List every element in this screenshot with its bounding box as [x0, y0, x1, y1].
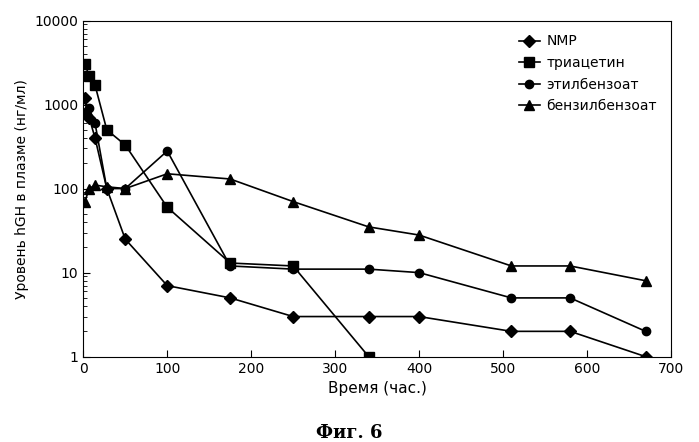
NMP	[91, 135, 99, 141]
бензилбензоат	[81, 199, 89, 204]
бензилбензоат	[103, 184, 111, 190]
этилбензоат	[566, 295, 575, 301]
бензилбензоат	[415, 232, 424, 238]
бензилбензоат	[163, 171, 171, 176]
этилбензоат	[163, 149, 171, 154]
Line: бензилбензоат: бензилбензоат	[80, 169, 651, 286]
Legend: NMP, триацетин, этилбензоат, бензилбензоат: NMP, триацетин, этилбензоат, бензилбензо…	[512, 27, 664, 120]
триацетин	[163, 205, 171, 210]
бензилбензоат	[364, 224, 373, 229]
Line: этилбензоат: этилбензоат	[81, 104, 650, 335]
этилбензоат	[226, 263, 234, 269]
Y-axis label: Уровень hGH в плазме (нг/мл): Уровень hGH в плазме (нг/мл)	[15, 79, 29, 298]
бензилбензоат	[121, 186, 129, 191]
NMP	[85, 115, 94, 120]
этилбензоат	[81, 110, 89, 115]
бензилбензоат	[642, 278, 650, 283]
бензилбензоат	[226, 176, 234, 182]
этилбензоат	[642, 329, 650, 334]
NMP	[81, 95, 89, 100]
триацетин	[364, 354, 373, 359]
X-axis label: Время (час.): Время (час.)	[328, 381, 426, 396]
NMP	[642, 354, 650, 359]
бензилбензоат	[507, 263, 516, 269]
NMP	[507, 329, 516, 334]
этилбензоат	[289, 267, 297, 272]
этилбензоат	[507, 295, 516, 301]
NMP	[415, 314, 424, 319]
Line: NMP: NMP	[81, 94, 650, 361]
этилбензоат	[121, 186, 129, 191]
NMP	[226, 295, 234, 301]
этилбензоат	[91, 121, 99, 126]
Line: триацетин: триацетин	[80, 60, 373, 362]
этилбензоат	[415, 270, 424, 275]
бензилбензоат	[85, 186, 94, 191]
этилбензоат	[103, 186, 111, 191]
этилбензоат	[85, 106, 94, 111]
бензилбензоат	[289, 199, 297, 204]
триацетин	[85, 73, 94, 78]
бензилбензоат	[566, 263, 575, 269]
NMP	[364, 314, 373, 319]
этилбензоат	[364, 267, 373, 272]
NMP	[566, 329, 575, 334]
триацетин	[121, 142, 129, 148]
NMP	[121, 236, 129, 242]
Text: Фиг. 6: Фиг. 6	[316, 423, 383, 442]
триацетин	[103, 127, 111, 133]
триацетин	[81, 62, 89, 67]
триацетин	[289, 263, 297, 269]
бензилбензоат	[91, 183, 99, 188]
триацетин	[91, 83, 99, 88]
NMP	[289, 314, 297, 319]
NMP	[163, 283, 171, 288]
NMP	[103, 186, 111, 191]
триацетин	[226, 260, 234, 266]
